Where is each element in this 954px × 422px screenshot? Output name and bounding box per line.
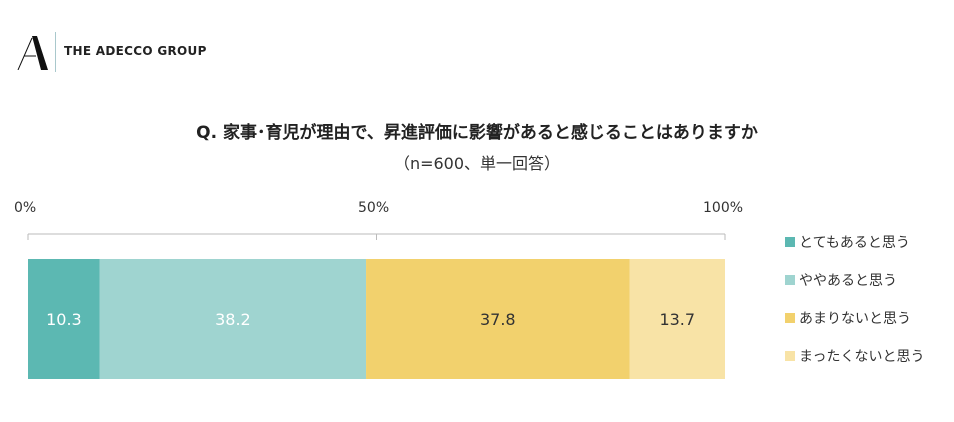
data-label-2: 38.2	[215, 310, 251, 329]
data-label-1: 10.3	[46, 310, 82, 329]
legend-item-4: まったくないと思う	[785, 346, 924, 366]
bar-segment-1	[28, 259, 100, 379]
logo-divider	[55, 32, 56, 72]
bar-segment-3	[366, 259, 630, 379]
chart-subtitle: （n=600、単一回答）	[393, 154, 561, 173]
data-label-4: 13.7	[659, 310, 695, 329]
tick-label-50: 50%	[358, 200, 390, 216]
legend-label: まったくないと思う	[799, 349, 925, 365]
chart-title: Q. 家事･育児が理由で、昇進評価に影響があると感じることはありますか	[196, 123, 758, 143]
legend-item-2: ややあると思う	[785, 270, 897, 290]
bar-segment-4	[629, 259, 725, 379]
tick-label-0: 0%	[14, 200, 37, 216]
legend-item-3: あまりないと思う	[785, 308, 911, 328]
legend-item-1: とてもあると思う	[785, 232, 910, 252]
legend-label: あまりないと思う	[799, 311, 911, 327]
logo-text: THE ADECCO GROUP	[64, 44, 207, 58]
legend-swatch	[785, 237, 795, 247]
tick-label-100: 100%	[703, 200, 744, 216]
legend-swatch	[785, 351, 795, 361]
legend-label: とてもあると思う	[799, 235, 910, 251]
data-label-3: 37.8	[480, 310, 516, 329]
bar-segment-2	[99, 259, 367, 379]
legend-swatch	[785, 275, 795, 285]
legend-label: ややあると思う	[799, 273, 897, 289]
legend-swatch	[785, 313, 795, 323]
adecco-logo-icon	[17, 36, 48, 70]
